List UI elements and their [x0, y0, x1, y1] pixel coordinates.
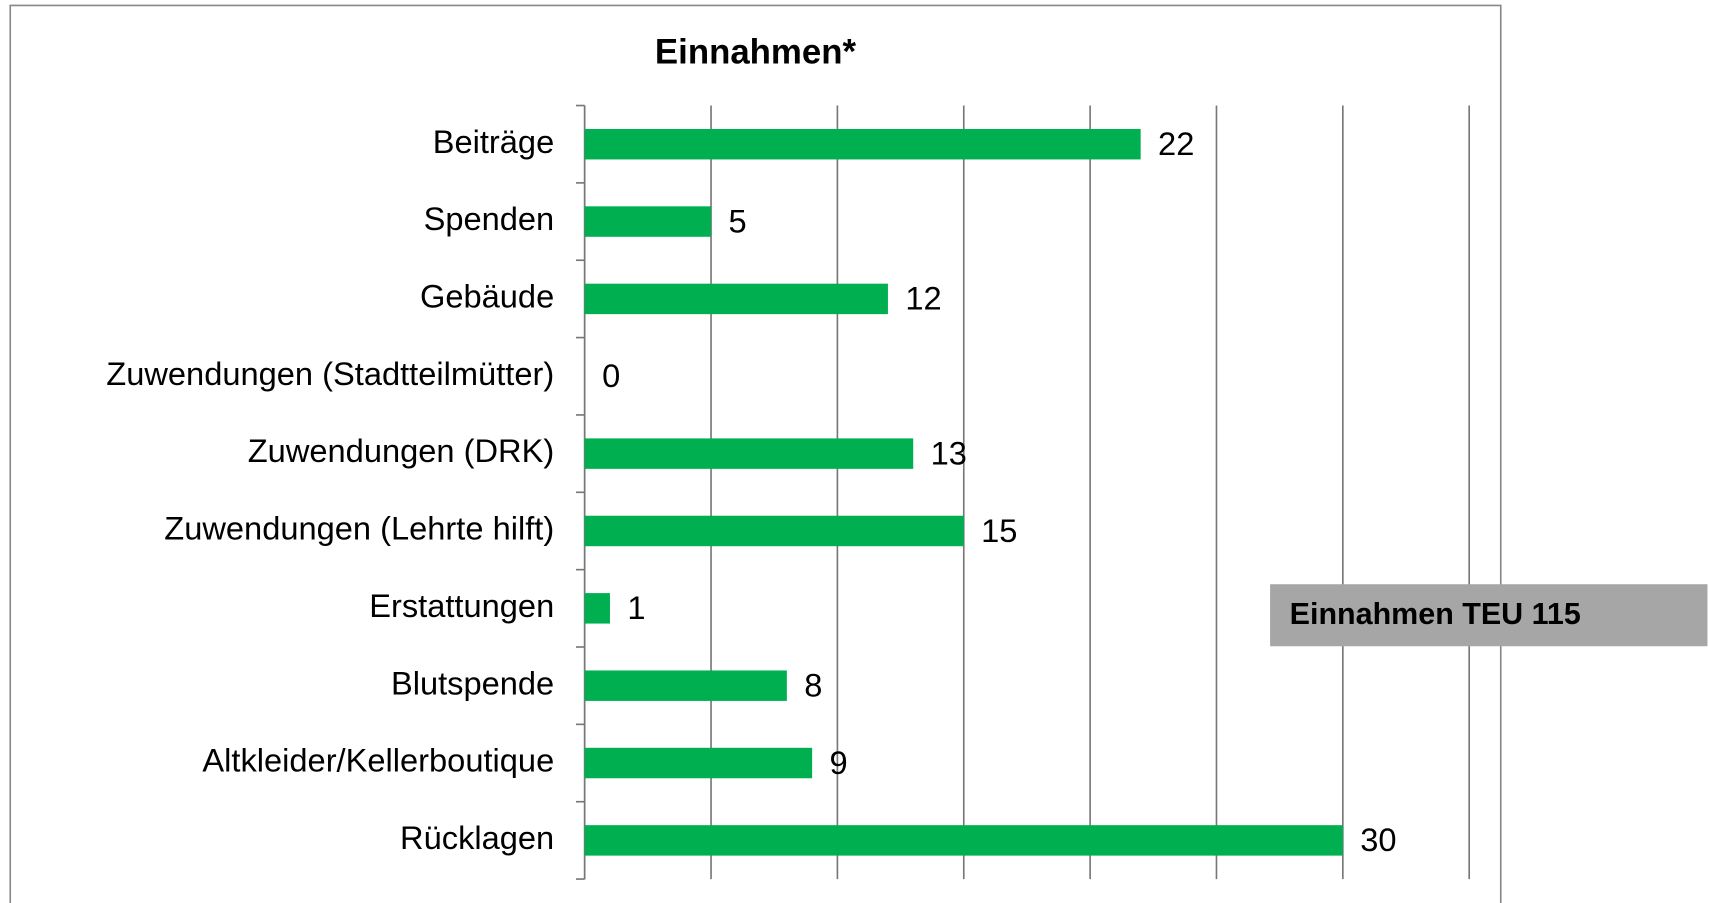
bar	[584, 283, 888, 315]
data-label: 5	[728, 202, 746, 239]
data-label: 13	[931, 434, 967, 471]
bar	[584, 515, 964, 547]
bar	[584, 825, 1343, 856]
y-tick-label: Zuwendungen (Stadtteilmütter)	[106, 355, 554, 392]
chart-title: Einnahmen*	[655, 33, 857, 72]
y-tick-label: Zuwendungen (Lehrte hilft)	[164, 510, 554, 547]
bar	[584, 206, 712, 237]
data-label: 22	[1158, 125, 1194, 162]
data-label: 15	[981, 512, 1017, 549]
data-label: 9	[830, 744, 848, 781]
y-tick-label: Altkleider/Kellerboutique	[202, 742, 554, 779]
data-label: 30	[1360, 821, 1396, 858]
bar	[584, 128, 1141, 160]
data-label: 8	[804, 666, 822, 703]
data-label: 12	[905, 280, 941, 317]
bar	[584, 438, 914, 469]
data-label: 1	[627, 589, 645, 626]
y-tick-label: Zuwendungen (DRK)	[248, 432, 554, 469]
y-tick-label: Spenden	[424, 200, 555, 237]
y-tick-label: Gebäude	[420, 278, 554, 315]
data-label: 0	[602, 357, 620, 394]
bar	[584, 670, 787, 701]
annotation: Einnahmen TEU 115	[1290, 597, 1581, 631]
y-tick-label: Blutspende	[391, 664, 554, 701]
bar	[584, 593, 610, 624]
y-tick-label: Rücklagen	[400, 819, 554, 856]
y-tick-label: Erstattungen	[369, 587, 554, 624]
y-tick-label: Beiträge	[433, 123, 555, 160]
annotation-box	[1270, 584, 1708, 647]
bar	[584, 747, 813, 779]
